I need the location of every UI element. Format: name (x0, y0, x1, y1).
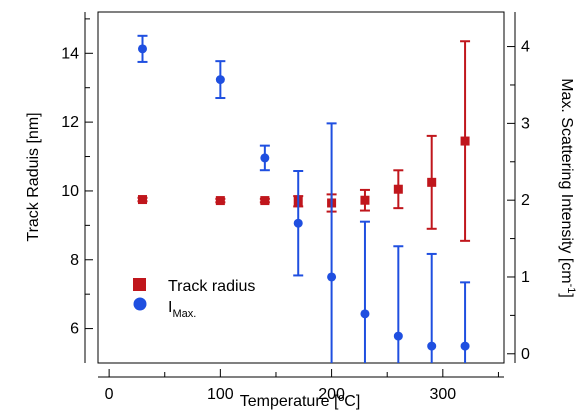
data-point-track-radius (427, 177, 437, 187)
legend-label-track-radius: Track radius (168, 278, 255, 295)
legend-label-imax-main: I (168, 299, 172, 316)
y-right-tick-label: 3 (521, 115, 530, 132)
series-imax (137, 34, 471, 363)
series-track-radius (137, 40, 471, 242)
data-point-track-radius (137, 195, 147, 205)
y-axis-right: 0 1 2 3 4 (507, 12, 530, 363)
data-point-track-radius (260, 196, 270, 206)
x-tick-label: 200 (318, 386, 345, 403)
data-point-imax (393, 331, 403, 341)
data-point-imax (137, 44, 147, 54)
plot-border (97, 11, 505, 364)
data-point-track-radius (360, 195, 370, 205)
y2-title-main: Max. Scattering Intensity [cm (558, 78, 575, 283)
legend-marker-track-radius (133, 278, 146, 291)
data-point-imax (327, 272, 337, 282)
series-layer (137, 34, 471, 363)
y2-title-close: ] (558, 293, 575, 297)
y-right-tick-label: 2 (521, 192, 530, 209)
y-axis-right-title: Max. Scattering Intensity [cm-1] (558, 78, 577, 298)
x-tick-label: 0 (105, 386, 114, 403)
plot-frame (97, 11, 505, 364)
y-axis-left: 6 8 10 12 14 (61, 12, 93, 363)
y-left-tick-label: 10 (61, 183, 79, 200)
legend-marker-imax (133, 297, 147, 311)
data-point-imax (293, 218, 303, 228)
x-tick-label: 300 (429, 386, 456, 403)
data-point-track-radius (460, 136, 470, 146)
data-point-imax (260, 153, 270, 163)
x-tick-label: 100 (207, 386, 234, 403)
y-right-tick-label: 1 (521, 269, 530, 286)
y-axis-left-title: Track Raduis [nm] (25, 112, 42, 241)
y-right-tick-label: 4 (521, 39, 530, 56)
data-point-track-radius (393, 184, 403, 194)
y2-title-sup: -1 (565, 284, 577, 294)
y-left-tick-label: 12 (61, 114, 79, 131)
legend: Track radius IMax. (133, 278, 255, 320)
y-left-tick-label: 8 (70, 252, 79, 269)
data-point-imax (427, 341, 437, 351)
data-point-track-radius (215, 196, 225, 206)
data-point-imax (360, 309, 370, 319)
legend-label-imax-sub: Max. (172, 308, 196, 320)
y-left-tick-label: 14 (61, 45, 79, 62)
y-left-tick-label: 6 (70, 321, 79, 338)
legend-label-imax: IMax. (168, 299, 196, 320)
x-axis: 0 100 200 300 (98, 369, 504, 403)
data-point-imax (215, 75, 225, 85)
data-point-imax (460, 341, 470, 351)
x-axis-title: Temperature [ºC] (240, 393, 361, 410)
y-right-tick-label: 0 (521, 346, 530, 363)
